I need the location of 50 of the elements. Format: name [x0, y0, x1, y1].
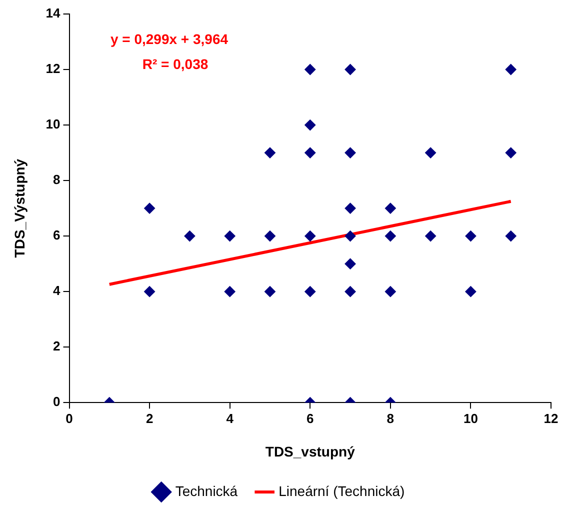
point [344, 258, 356, 270]
x-tick-label: 0 [66, 410, 73, 426]
point [425, 230, 436, 242]
point [344, 147, 356, 158]
x-tick-label: 2 [146, 410, 154, 426]
annotation: y = 0,299x + 3,964 [110, 30, 228, 47]
y-tick-label: 4 [53, 283, 62, 298]
point [465, 286, 476, 298]
point [304, 147, 316, 158]
point [264, 230, 276, 242]
x-tick-label: 10 [463, 410, 478, 426]
point [304, 64, 316, 76]
x-axis-title: TDS_vstupný [265, 443, 356, 460]
point [304, 120, 316, 131]
point [384, 230, 396, 242]
point [344, 64, 356, 76]
point [144, 202, 156, 214]
y-axis-title: TDS_Výstupný [11, 158, 28, 258]
point [264, 286, 276, 298]
legend-label: Lineární (Technická) [278, 482, 405, 499]
point [304, 230, 316, 242]
point [425, 147, 436, 158]
point [304, 286, 316, 298]
x-tick-label: 12 [544, 410, 558, 426]
x-tick-label: 8 [386, 410, 394, 426]
point [144, 286, 156, 298]
y-tick-label: 14 [46, 6, 62, 21]
point [505, 64, 516, 76]
point [465, 230, 476, 242]
y-tick-label: 0 [53, 394, 60, 410]
point [505, 230, 516, 242]
point [224, 230, 236, 242]
x-tick-label: 6 [306, 410, 314, 426]
point [384, 286, 396, 298]
y-tick-label: 6 [53, 228, 60, 243]
point [384, 202, 396, 214]
point [224, 286, 236, 298]
y-tick-label: 8 [53, 172, 60, 188]
y-tick-label: 2 [53, 338, 60, 354]
point [344, 202, 356, 214]
point [505, 147, 516, 158]
y-tick-label: 10 [46, 116, 60, 132]
annotation: R² = 0,038 [142, 56, 208, 72]
point [344, 230, 356, 242]
point [344, 286, 356, 298]
x-tick-label: 4 [226, 410, 234, 426]
point [264, 147, 276, 158]
y-tick-label: 12 [46, 61, 60, 76]
legend-label: Technická [175, 482, 238, 499]
point [184, 230, 196, 242]
